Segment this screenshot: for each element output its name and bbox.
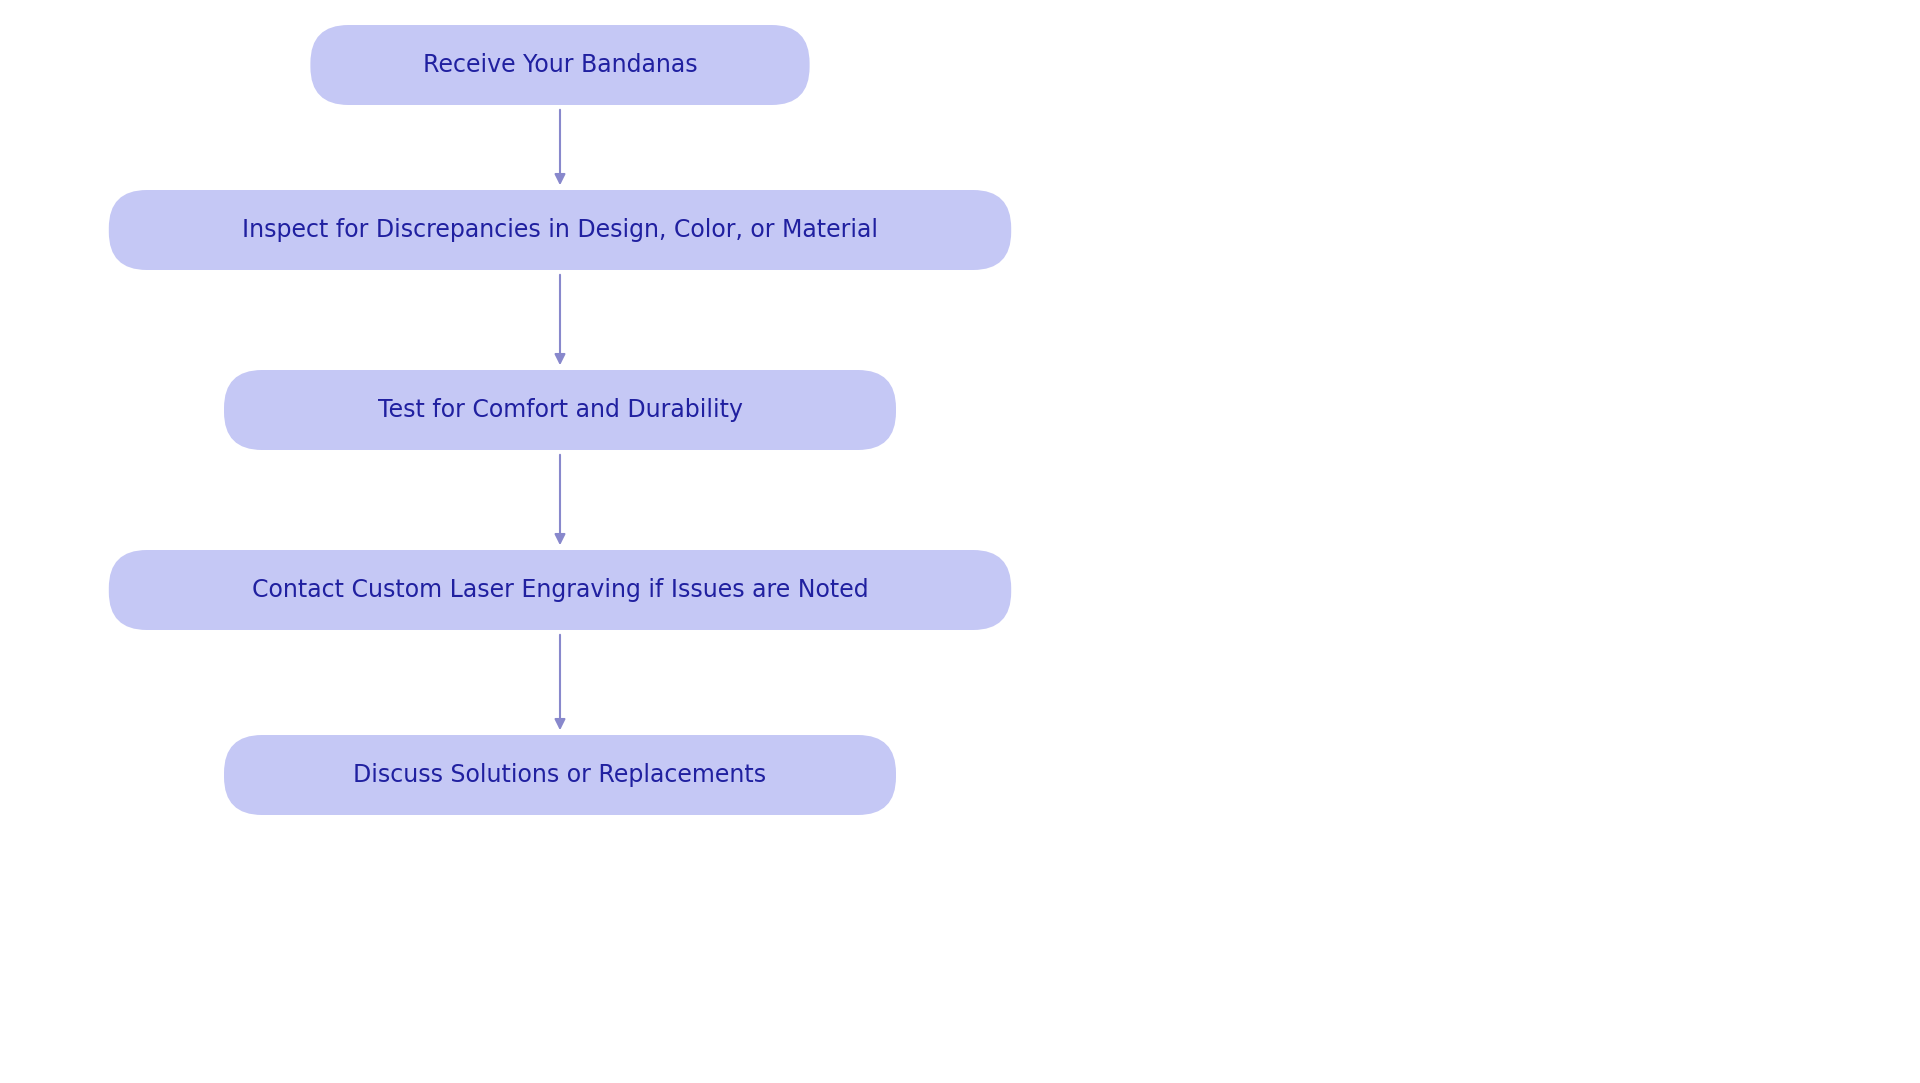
FancyBboxPatch shape <box>109 550 1012 630</box>
Text: Receive Your Bandanas: Receive Your Bandanas <box>422 53 697 77</box>
FancyBboxPatch shape <box>225 735 897 815</box>
Text: Test for Comfort and Durability: Test for Comfort and Durability <box>378 397 743 422</box>
Text: Discuss Solutions or Replacements: Discuss Solutions or Replacements <box>353 764 766 787</box>
Text: Contact Custom Laser Engraving if Issues are Noted: Contact Custom Laser Engraving if Issues… <box>252 578 868 602</box>
FancyBboxPatch shape <box>109 190 1012 270</box>
Text: Inspect for Discrepancies in Design, Color, or Material: Inspect for Discrepancies in Design, Col… <box>242 218 877 242</box>
FancyBboxPatch shape <box>225 370 897 451</box>
FancyBboxPatch shape <box>311 25 810 105</box>
